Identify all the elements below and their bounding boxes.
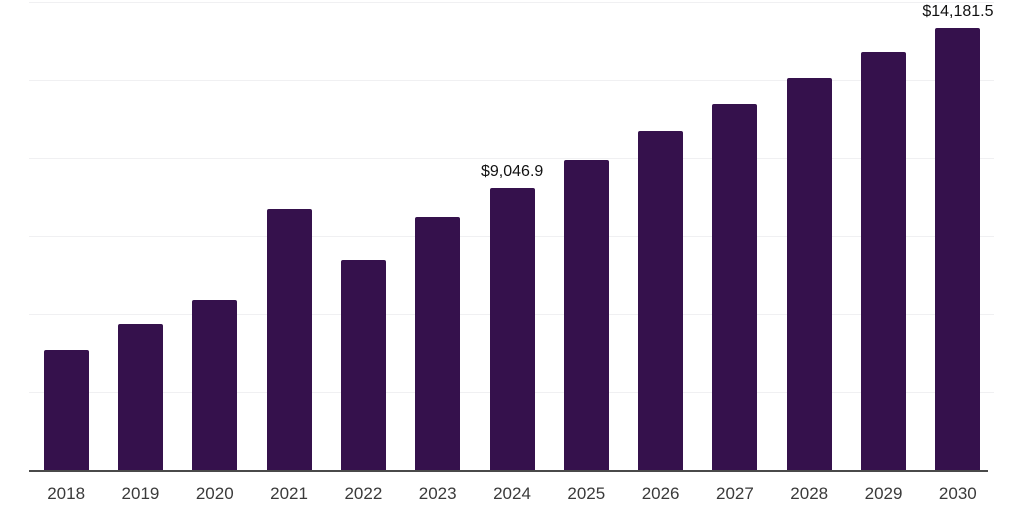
x-axis-label-2029: 2029 <box>864 484 903 503</box>
x-axis-label-2021: 2021 <box>270 484 308 503</box>
x-axis-label-2018: 2018 <box>47 484 86 503</box>
bar-2021 <box>266 208 312 470</box>
bar-2018 <box>43 350 89 470</box>
x-axis-line <box>29 470 988 472</box>
x-axis-label-2028: 2028 <box>790 484 829 503</box>
bar-2027 <box>712 104 758 470</box>
x-axis-label-2023: 2023 <box>418 484 457 503</box>
gridline-10000 <box>29 158 994 159</box>
bar-2024 <box>489 187 535 470</box>
bar-2029 <box>861 52 907 470</box>
value-label-2030: $14,181.5 <box>922 2 994 20</box>
x-axis-label-2024: 2024 <box>493 484 531 503</box>
bar-2025 <box>563 159 609 470</box>
bar-2023 <box>415 217 461 470</box>
bar-2026 <box>638 130 684 470</box>
x-axis-label-2027: 2027 <box>716 484 754 503</box>
gridline-15000 <box>29 2 994 3</box>
bar-2022 <box>340 260 386 470</box>
bar-2020 <box>192 299 238 470</box>
x-axis-label-2019: 2019 <box>121 484 160 503</box>
bar-2019 <box>117 323 163 470</box>
x-axis-label-2026: 2026 <box>641 484 680 503</box>
gridline-12500 <box>29 80 994 81</box>
x-axis-label-2025: 2025 <box>567 484 606 503</box>
x-axis-label-2022: 2022 <box>344 484 383 503</box>
x-axis-label-2020: 2020 <box>195 484 234 503</box>
value-label-2024: $9,046.9 <box>481 162 544 180</box>
bar-2028 <box>786 77 832 470</box>
bar-2030 <box>935 27 981 470</box>
x-axis-label-2030: 2030 <box>938 484 977 503</box>
